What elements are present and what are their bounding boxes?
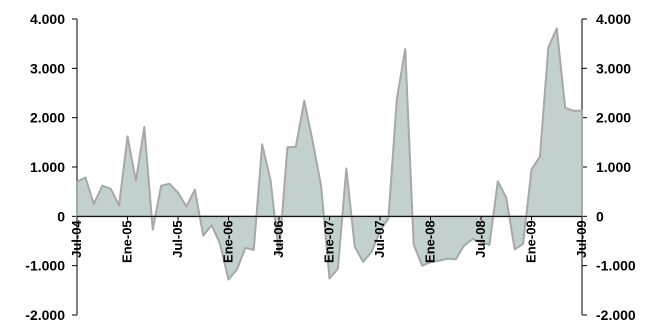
y-tick-label-right: -2.000 — [596, 307, 636, 322]
y-tick-label-left: -1.000 — [25, 258, 65, 274]
y-axis-right: -2.000 -1.000 0 1.000 2.000 3.000 4.000 — [581, 11, 636, 322]
y-tick-label-left: 4.000 — [30, 11, 65, 27]
x-tick-label: Ene-05 — [120, 220, 135, 263]
y-tick-label-right: -1.000 — [596, 258, 636, 274]
y-axis-left: -2.000 -1.000 0 1.000 2.000 3.000 4.000 — [25, 11, 78, 322]
x-tick-label: Ene-09 — [524, 220, 539, 263]
y-tick-label-left: 3.000 — [30, 60, 65, 76]
x-tick-label: Ene-07 — [322, 220, 337, 263]
y-tick-label-right: 0 — [596, 208, 604, 224]
y-tick-label-left: 0 — [57, 208, 65, 224]
y-tick-label-left: -2.000 — [25, 307, 65, 322]
x-tick-label: Jul-04 — [69, 220, 84, 258]
y-tick-label-right: 1.000 — [596, 159, 631, 175]
x-axis: Jul-04 Ene-05 Jul-05 Ene-06 Jul-06 Ene-07 Jul-… — [69, 215, 589, 263]
y-tick-label-right: 3.000 — [596, 60, 631, 76]
x-tick-label: Jul-05 — [170, 220, 185, 258]
y-tick-label-right: 2.000 — [596, 110, 631, 126]
y-tick-label-left: 1.000 — [30, 159, 65, 175]
x-tick-label: Jul-09 — [574, 220, 589, 258]
x-tick-label: Jul-08 — [473, 220, 488, 258]
x-tick-label: Jul-07 — [372, 220, 387, 258]
x-tick-label: Jul-06 — [271, 220, 286, 258]
x-tick-label: Ene-06 — [221, 220, 236, 263]
y-tick-label-left: 2.000 — [30, 110, 65, 126]
x-tick-label: Ene-08 — [423, 220, 438, 263]
y-tick-label-right: 4.000 — [596, 11, 631, 27]
